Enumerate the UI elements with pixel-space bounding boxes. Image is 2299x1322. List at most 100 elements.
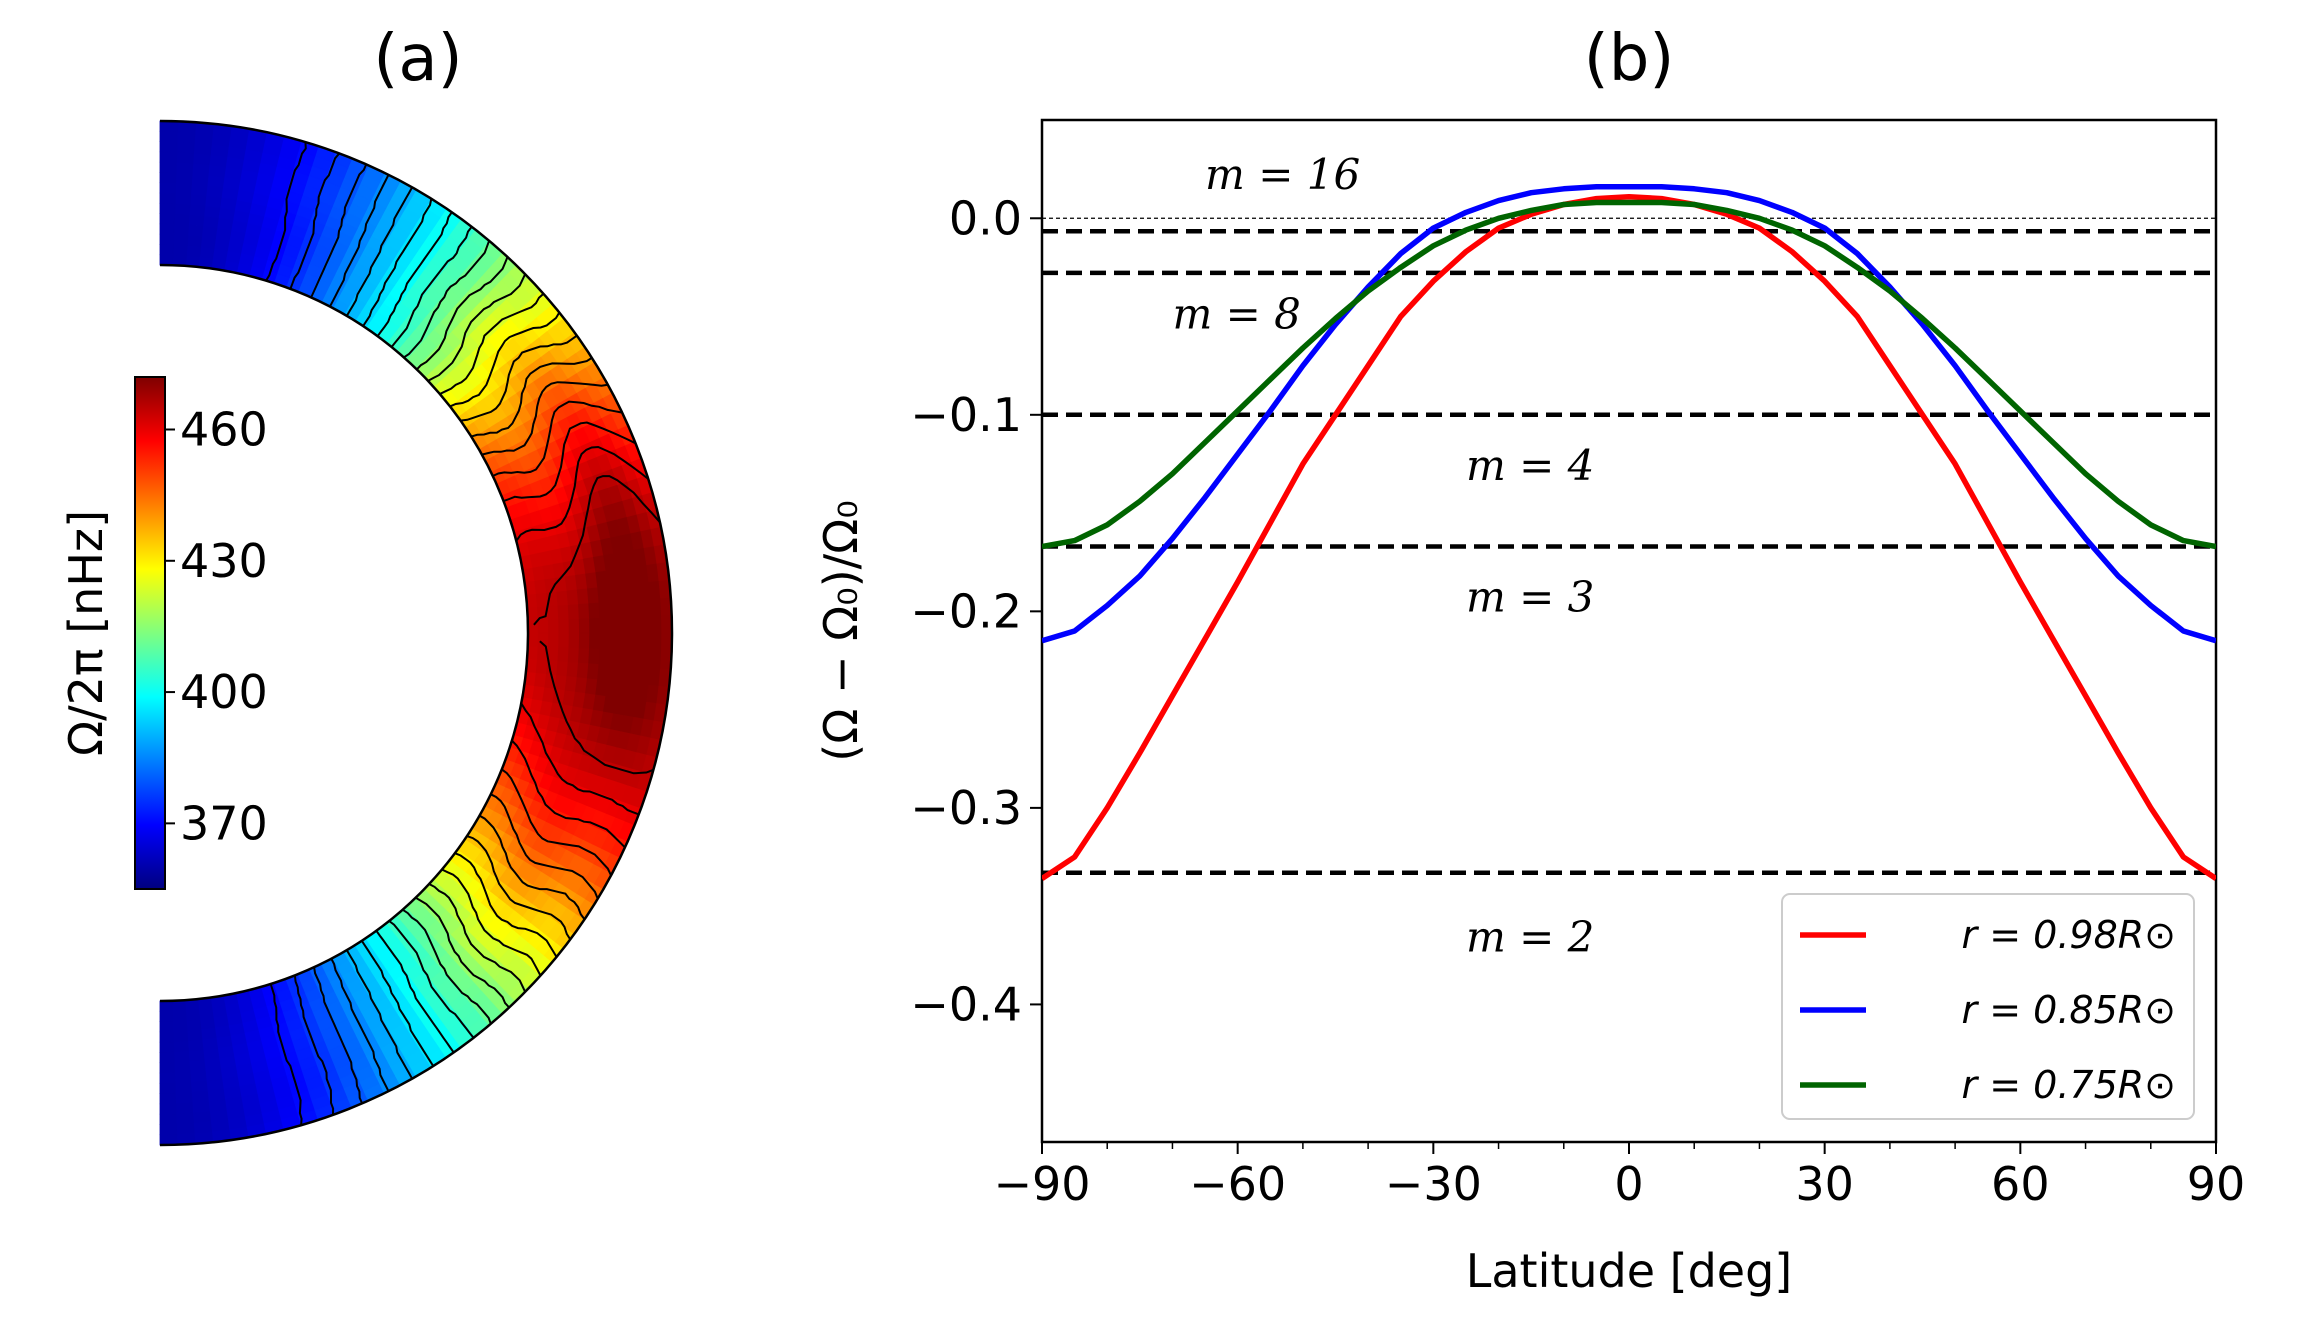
contour-line	[313, 967, 364, 1104]
map-cell	[176, 1102, 194, 1115]
legend-label: r = 0.75R⊙	[1962, 1063, 2176, 1107]
contour-line	[427, 273, 527, 382]
map-cell	[193, 142, 212, 155]
y-tick-label: −0.1	[910, 388, 1022, 442]
map-cell	[191, 1090, 210, 1104]
map-cell	[173, 1030, 189, 1043]
map-cell	[159, 254, 174, 266]
map-cell	[186, 1019, 203, 1032]
map-cell	[159, 1041, 176, 1053]
contour-line	[403, 240, 491, 359]
map-cell	[638, 666, 651, 685]
map-cell	[607, 584, 620, 603]
map-cell	[192, 1100, 211, 1114]
outer-boundary	[159, 119, 674, 1147]
map-cell	[557, 604, 570, 620]
map-cell	[159, 1010, 174, 1022]
map-cell	[630, 615, 642, 634]
contour-line	[492, 400, 623, 477]
map-cell	[193, 1111, 212, 1124]
threshold-label: m = 4	[1466, 441, 1594, 490]
contour-line	[402, 908, 492, 1025]
map-cell	[619, 648, 631, 667]
contour-line	[375, 930, 455, 1053]
map-cell	[629, 649, 642, 667]
colorbar-gradient	[134, 376, 166, 890]
map-cell	[535, 658, 549, 675]
map-cell	[199, 246, 215, 259]
map-cell	[188, 1039, 205, 1052]
map-cell	[159, 182, 177, 194]
map-cell	[188, 1049, 206, 1063]
contour-line	[501, 768, 612, 876]
map-cell	[199, 1007, 215, 1020]
map-cell	[174, 1061, 192, 1074]
map-cell	[174, 182, 192, 195]
contour-line	[269, 983, 303, 1126]
map-cell	[599, 616, 611, 634]
map-cell	[159, 192, 176, 204]
map-cell	[173, 1040, 190, 1053]
contour-line	[533, 475, 661, 626]
map-cell	[639, 649, 652, 668]
x-tick-label: 30	[1795, 1157, 1854, 1211]
map-cell	[627, 665, 641, 684]
map-cell	[576, 661, 590, 679]
map-cell	[176, 1122, 196, 1135]
map-cell	[189, 193, 207, 207]
panel-b: (b) m = 16 m = 8 m = 4 m = 3 m = 2 −90 −60 −30…	[814, 22, 2245, 1298]
map-cell	[176, 141, 195, 154]
x-tick-label: −90	[993, 1157, 1090, 1211]
map-cell	[619, 599, 631, 618]
map-cell	[159, 120, 179, 133]
threshold-label: m = 8	[1172, 290, 1300, 339]
contour-line	[390, 226, 473, 348]
colorbar-label: Ω/2π [nHz]	[59, 510, 113, 756]
map-cell	[172, 1009, 188, 1022]
map-cell	[190, 183, 208, 196]
map-cell	[159, 1072, 177, 1084]
map-cell	[547, 632, 560, 648]
map-cell	[159, 233, 175, 246]
contour-line	[329, 174, 390, 308]
map-cell	[174, 203, 191, 216]
map-cell	[650, 632, 663, 651]
map-cell	[597, 663, 610, 681]
contour-line	[360, 940, 435, 1067]
map-cell	[608, 600, 621, 618]
map-cell	[589, 632, 601, 649]
y-tick-label: −0.2	[910, 584, 1022, 638]
map-cell	[159, 202, 176, 215]
series-line-2	[1042, 184, 2216, 644]
map-cell	[159, 1092, 177, 1105]
map-cell	[188, 203, 206, 217]
threshold-label: m = 2	[1466, 913, 1594, 962]
colorbar-tick-label: 400	[180, 665, 268, 719]
contour-line	[511, 739, 626, 849]
contour-line	[388, 920, 475, 1039]
series-line-1	[1042, 193, 2216, 881]
map-cell	[159, 151, 178, 163]
x-tick-label: 0	[1614, 1157, 1643, 1211]
map-cell	[586, 662, 600, 680]
shell-outline	[159, 119, 674, 1147]
contour-line	[490, 793, 599, 899]
map-cell	[660, 632, 673, 652]
map-cell	[566, 588, 579, 605]
map-cell	[190, 1070, 208, 1083]
contour-line	[289, 152, 341, 290]
series-line-3	[1042, 199, 2216, 550]
map-cell	[619, 632, 632, 650]
contour-line	[520, 702, 640, 816]
map-cell	[630, 632, 642, 651]
map-cell	[556, 589, 569, 606]
map-cell	[159, 1133, 179, 1146]
inner-boundary	[159, 263, 530, 1003]
contour-line	[330, 958, 390, 1092]
contour-line	[345, 949, 413, 1080]
map-cell	[567, 646, 580, 663]
map-cell	[159, 1051, 176, 1064]
map-cell	[599, 632, 611, 650]
map-cell	[649, 649, 662, 669]
contour-line	[479, 814, 586, 920]
